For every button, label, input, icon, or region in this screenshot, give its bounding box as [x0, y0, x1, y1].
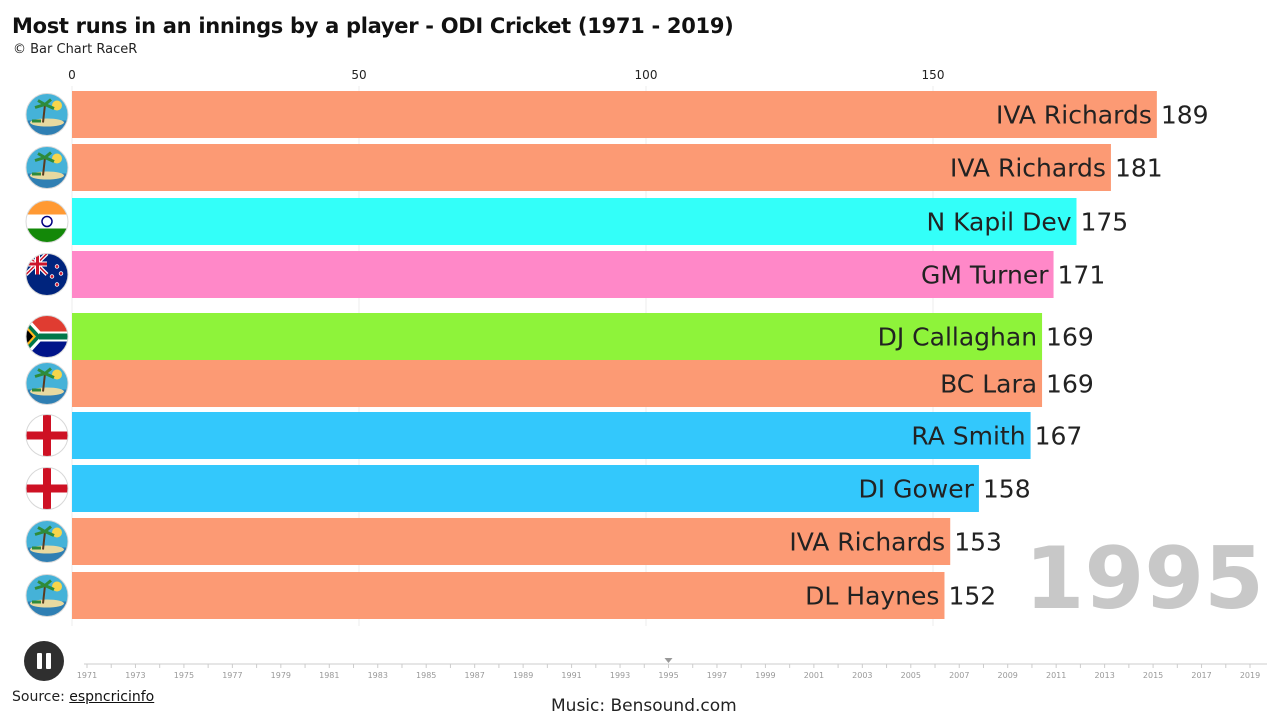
south-africa-flag-icon: [25, 315, 69, 358]
timeline-year-label: 2003: [852, 671, 872, 680]
x-tick-label: 100: [635, 68, 658, 82]
bar-value-label: 171: [1058, 261, 1106, 290]
bar-label: IVA Richards: [996, 101, 1152, 130]
timeline-year-label: 1995: [658, 671, 678, 680]
timeline-year-label: 1979: [271, 671, 291, 680]
bar: [72, 91, 1157, 138]
source-link[interactable]: espncricinfo: [69, 689, 155, 705]
timeline-year-label: 1971: [77, 671, 97, 680]
bar: [72, 144, 1111, 191]
bar-label: RA Smith: [911, 422, 1025, 451]
timeline-year-label: 1983: [368, 671, 388, 680]
timeline-year-label: 2013: [1094, 671, 1114, 680]
source-prefix: Source:: [12, 689, 70, 705]
timeline-year-label: 2019: [1240, 671, 1260, 680]
source-credit: Source: espncricinfo: [12, 689, 154, 705]
timeline-slider[interactable]: 1971 1973 1975 1977 1979 1981 1983 1985 1987 1989…: [77, 658, 1267, 680]
flags: [25, 93, 69, 617]
bar-label: IVA Richards: [789, 528, 945, 557]
x-axis-ticks: 0 50 100 150: [68, 68, 944, 82]
bar-value-label: 169: [1046, 323, 1094, 352]
chart-title: Most runs in an innings by a player - OD…: [12, 14, 734, 38]
timeline-year-label: 2011: [1046, 671, 1066, 680]
bar: [72, 572, 945, 619]
bar-label: DJ Callaghan: [878, 323, 1037, 352]
bar-label: DL Haynes: [805, 582, 939, 611]
west-indies-flag-icon: [25, 146, 69, 189]
current-year-label: 1995: [1025, 529, 1264, 629]
bar-value-label: 153: [954, 528, 1002, 557]
timeline-handle[interactable]: [664, 658, 673, 663]
bar-label: BC Lara: [940, 370, 1037, 399]
timeline-year-label: 2007: [949, 671, 969, 680]
timeline-year-label: 1981: [319, 671, 339, 680]
bar-value-label: 189: [1161, 101, 1209, 130]
x-tick-label: 150: [922, 68, 945, 82]
bar-label: IVA Richards: [950, 154, 1106, 183]
bar-label: N Kapil Dev: [926, 208, 1071, 237]
bar-label: DI Gower: [859, 475, 975, 504]
timeline-year-label: 1993: [610, 671, 630, 680]
bar-value-label: 181: [1115, 154, 1163, 183]
bar: [72, 313, 1043, 360]
west-indies-flag-icon: [25, 362, 69, 405]
timeline-year-label: 1989: [513, 671, 533, 680]
chart-subtitle: © Bar Chart RaceR: [13, 42, 138, 57]
west-indies-flag-icon: [25, 574, 69, 617]
timeline-year-label: 1975: [174, 671, 194, 680]
bar: [72, 251, 1054, 298]
x-tick-label: 0: [68, 68, 76, 82]
timeline-year-label: 2017: [1191, 671, 1211, 680]
bar: [72, 360, 1043, 407]
bar-value-label: 167: [1035, 422, 1083, 451]
bar: [72, 412, 1031, 459]
west-indies-flag-icon: [25, 520, 69, 563]
west-indies-flag-icon: [25, 93, 69, 136]
england-flag-icon: [25, 414, 69, 457]
bar-value-label: 175: [1081, 208, 1129, 237]
x-tick-label: 50: [351, 68, 366, 82]
bar: [72, 198, 1077, 245]
bar-value-label: 158: [983, 475, 1031, 504]
pause-icon-bar: [46, 653, 51, 669]
timeline-year-label: 1973: [125, 671, 145, 680]
bars: IVA Richards 189 IVA Richards 181 N Kapil De…: [72, 91, 1209, 619]
timeline-year-label: 1987: [464, 671, 484, 680]
bar: [72, 465, 979, 512]
new-zealand-flag-icon: [25, 253, 69, 296]
pause-button[interactable]: [24, 641, 64, 681]
bar-value-label: 152: [948, 582, 996, 611]
music-credit: Music: Bensound.com: [551, 696, 737, 716]
timeline-year-label: 1997: [707, 671, 727, 680]
bar-label: GM Turner: [921, 261, 1049, 290]
england-flag-icon: [25, 467, 69, 510]
timeline-year-label: 2001: [804, 671, 824, 680]
timeline-year-label: 1985: [416, 671, 436, 680]
pause-icon: [37, 653, 42, 669]
india-flag-icon: [25, 200, 69, 243]
timeline-year-label: 2015: [1143, 671, 1163, 680]
bar: [72, 518, 951, 565]
timeline-year-label: 1999: [755, 671, 775, 680]
timeline-year-label: 1977: [222, 671, 242, 680]
timeline-year-label: 1991: [561, 671, 581, 680]
timeline-year-label: 2009: [998, 671, 1018, 680]
bar-value-label: 169: [1046, 370, 1094, 399]
timeline-year-label: 2005: [901, 671, 921, 680]
